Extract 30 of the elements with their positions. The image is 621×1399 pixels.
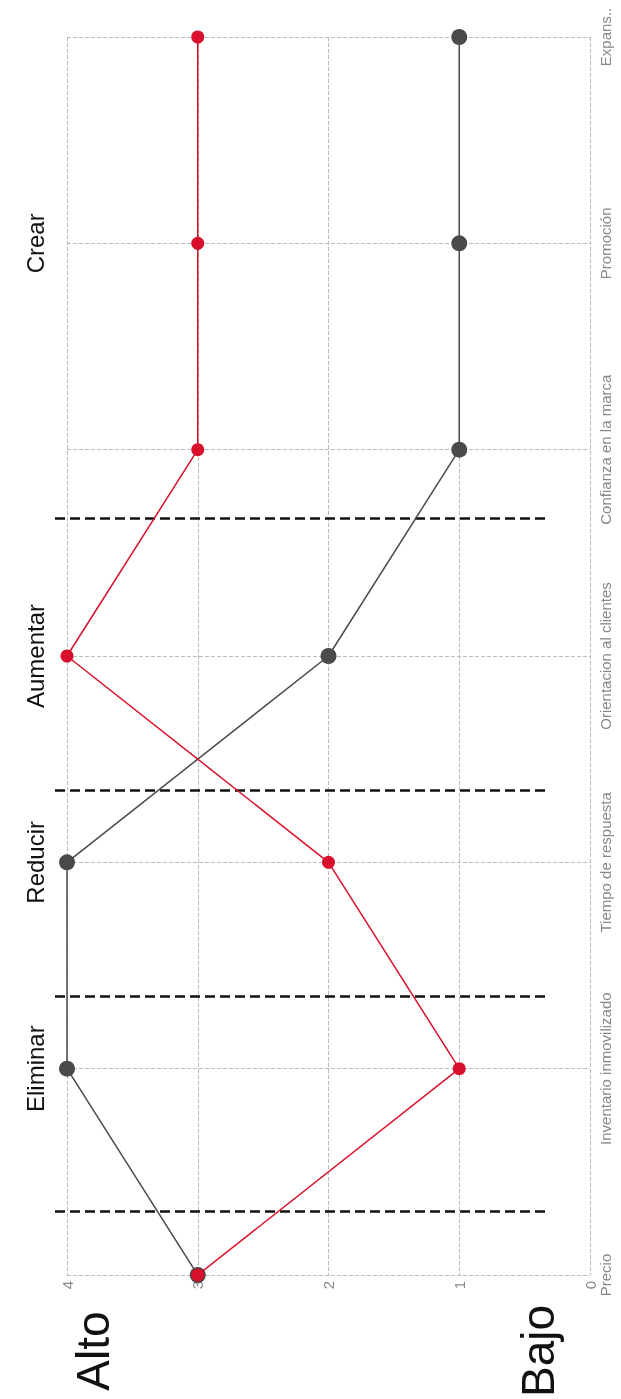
x-tick-label: 3: [189, 1281, 207, 1290]
point: [451, 29, 468, 45]
text: Aumentar: [21, 603, 49, 709]
point: [451, 441, 468, 458]
text: Alto: [67, 1311, 120, 1391]
x-tick-label: 0: [581, 1281, 599, 1290]
x-tick-label: 1: [450, 1281, 468, 1290]
text: Eliminar: [21, 1025, 49, 1113]
point: [320, 648, 337, 664]
point: [191, 236, 205, 250]
point: [60, 649, 74, 663]
x-tick-label: 4: [58, 1281, 76, 1290]
y-tick-label: Tiempo de respuesta: [597, 791, 614, 933]
y-tick-label: Inventario inmovilizado: [597, 992, 614, 1145]
text: Crear: [21, 213, 49, 274]
y-tick-label: Promoción: [597, 207, 614, 280]
point: [59, 854, 75, 871]
text: Reducir: [21, 820, 49, 904]
point: [191, 443, 205, 457]
y-tick-label: Confianza en la marca: [597, 373, 614, 525]
y-tick-label: Orientacion al clientes: [597, 582, 614, 730]
text: Bajo: [511, 1304, 564, 1398]
point: [451, 235, 468, 252]
x-tick-label: 2: [320, 1281, 337, 1290]
y-tick-label: Precio: [597, 1253, 614, 1297]
point: [322, 855, 335, 869]
point: [452, 1062, 466, 1076]
point: [191, 30, 205, 44]
y-tick-label: Expans..: [597, 7, 614, 67]
point: [59, 1060, 75, 1077]
